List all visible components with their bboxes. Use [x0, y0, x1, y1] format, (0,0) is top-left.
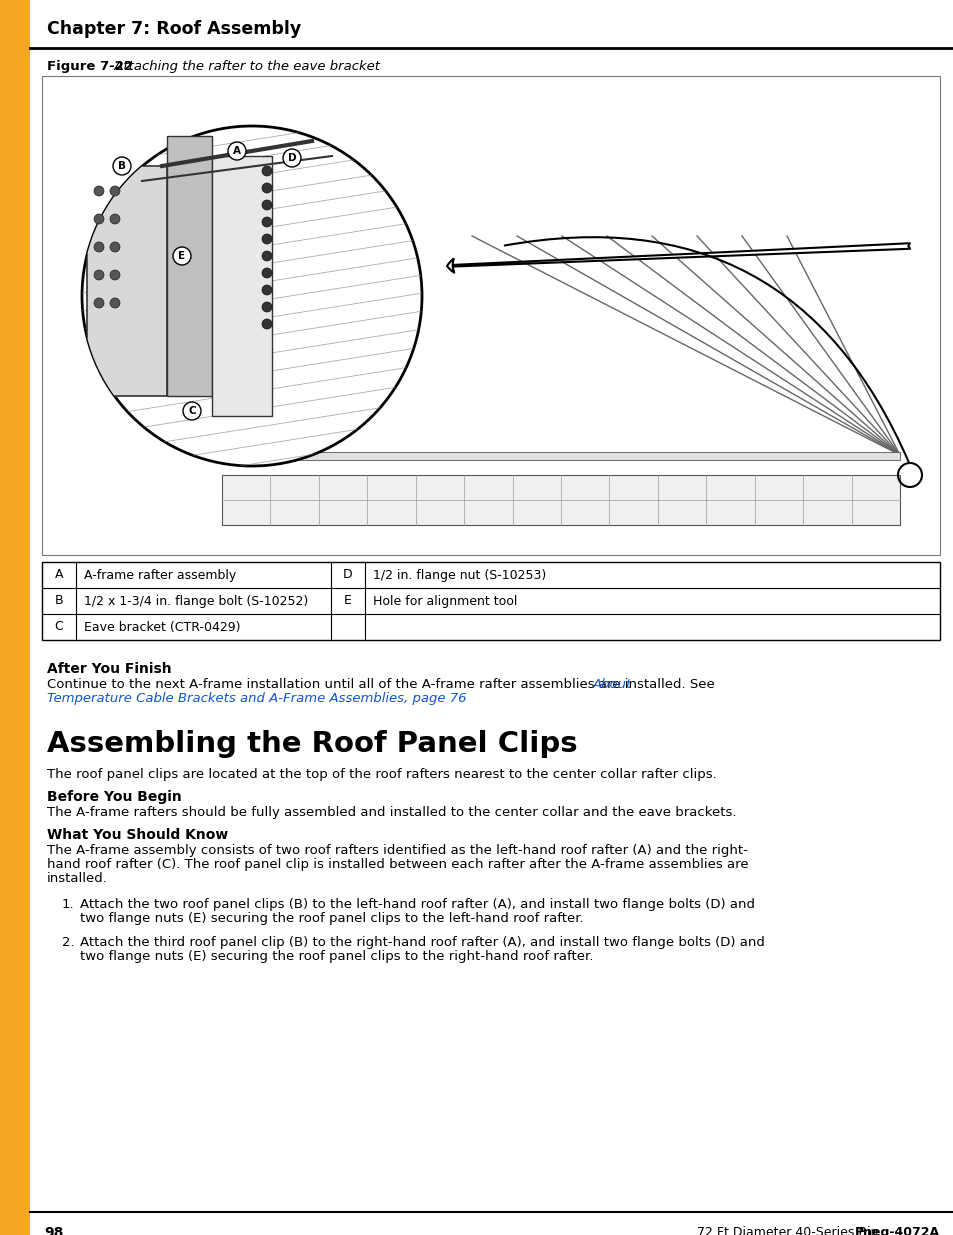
Text: The A-frame assembly consists of two roof rafters identified as the left-hand ro: The A-frame assembly consists of two roo… — [47, 844, 747, 857]
Circle shape — [262, 165, 272, 177]
Bar — [222, 475, 899, 525]
Text: 2.: 2. — [62, 936, 74, 948]
Circle shape — [262, 285, 272, 295]
Text: 98: 98 — [44, 1226, 63, 1235]
Circle shape — [110, 298, 120, 308]
Text: C: C — [54, 620, 63, 634]
Circle shape — [262, 268, 272, 278]
Circle shape — [110, 270, 120, 280]
Text: 1.: 1. — [62, 898, 74, 911]
Circle shape — [94, 242, 104, 252]
Text: After You Finish: After You Finish — [47, 662, 172, 676]
Text: A: A — [233, 146, 241, 156]
Text: A-frame rafter assembly: A-frame rafter assembly — [84, 568, 236, 582]
Text: Attach the third roof panel clip (B) to the right-hand roof rafter (A), and inst: Attach the third roof panel clip (B) to … — [80, 936, 764, 948]
Bar — [0, 0, 30, 1235]
Circle shape — [262, 217, 272, 227]
Circle shape — [94, 214, 104, 224]
Circle shape — [262, 251, 272, 261]
Text: Chapter 7: Roof Assembly: Chapter 7: Roof Assembly — [47, 20, 301, 38]
Circle shape — [262, 183, 272, 193]
Text: hand roof rafter (C). The roof panel clip is installed between each rafter after: hand roof rafter (C). The roof panel cli… — [47, 858, 748, 871]
Text: Continue to the next A-frame installation until all of the A-frame rafter assemb: Continue to the next A-frame installatio… — [47, 678, 719, 692]
Bar — [42, 77, 939, 555]
Text: Before You Begin: Before You Begin — [47, 790, 182, 804]
Text: Eave bracket (CTR-0429): Eave bracket (CTR-0429) — [84, 620, 240, 634]
Bar — [212, 156, 272, 416]
Text: What You Should Know: What You Should Know — [47, 827, 228, 842]
Text: Pneg-4072A: Pneg-4072A — [854, 1226, 939, 1235]
Circle shape — [110, 242, 120, 252]
Circle shape — [94, 270, 104, 280]
Bar — [222, 452, 899, 459]
Text: Assembling the Roof Panel Clips: Assembling the Roof Panel Clips — [47, 730, 577, 758]
Text: 1/2 in. flange nut (S-10253): 1/2 in. flange nut (S-10253) — [373, 568, 546, 582]
Text: 72 Ft Diameter 40-Series Bin: 72 Ft Diameter 40-Series Bin — [692, 1226, 877, 1235]
Bar — [87, 165, 167, 396]
Text: Temperature Cable Brackets and A-Frame Assemblies, page 76: Temperature Cable Brackets and A-Frame A… — [47, 692, 466, 705]
Circle shape — [262, 303, 272, 312]
Circle shape — [110, 186, 120, 196]
Circle shape — [94, 186, 104, 196]
Text: Attaching the rafter to the eave bracket: Attaching the rafter to the eave bracket — [110, 61, 379, 73]
Text: E: E — [178, 251, 186, 261]
Text: two flange nuts (E) securing the roof panel clips to the left-hand roof rafter.: two flange nuts (E) securing the roof pa… — [80, 911, 583, 925]
Circle shape — [262, 233, 272, 245]
Text: About: About — [593, 678, 632, 692]
Text: B: B — [54, 594, 63, 608]
Circle shape — [183, 403, 201, 420]
Text: The roof panel clips are located at the top of the roof rafters nearest to the c: The roof panel clips are located at the … — [47, 768, 716, 781]
Text: Attach the two roof panel clips (B) to the left-hand roof rafter (A), and instal: Attach the two roof panel clips (B) to t… — [80, 898, 754, 911]
Circle shape — [172, 247, 191, 266]
Circle shape — [112, 157, 131, 175]
Circle shape — [94, 298, 104, 308]
Text: C: C — [188, 406, 195, 416]
Bar — [42, 562, 939, 640]
Text: Hole for alignment tool: Hole for alignment tool — [373, 594, 517, 608]
Circle shape — [262, 200, 272, 210]
Text: D: D — [343, 568, 353, 582]
Text: Figure 7-22: Figure 7-22 — [47, 61, 132, 73]
Text: E: E — [344, 594, 352, 608]
Text: installed.: installed. — [47, 872, 108, 885]
Text: D: D — [288, 153, 296, 163]
Text: The A-frame rafters should be fully assembled and installed to the center collar: The A-frame rafters should be fully asse… — [47, 806, 736, 819]
Circle shape — [82, 126, 421, 466]
Text: .: . — [345, 692, 350, 705]
Bar — [167, 136, 212, 396]
Circle shape — [228, 142, 246, 161]
Text: B: B — [118, 161, 126, 170]
Text: A: A — [54, 568, 63, 582]
Circle shape — [110, 214, 120, 224]
Circle shape — [262, 319, 272, 329]
Text: two flange nuts (E) securing the roof panel clips to the right-hand roof rafter.: two flange nuts (E) securing the roof pa… — [80, 950, 593, 963]
Text: 1/2 x 1-3/4 in. flange bolt (S-10252): 1/2 x 1-3/4 in. flange bolt (S-10252) — [84, 594, 308, 608]
Circle shape — [283, 149, 301, 167]
FancyArrowPatch shape — [504, 237, 908, 462]
